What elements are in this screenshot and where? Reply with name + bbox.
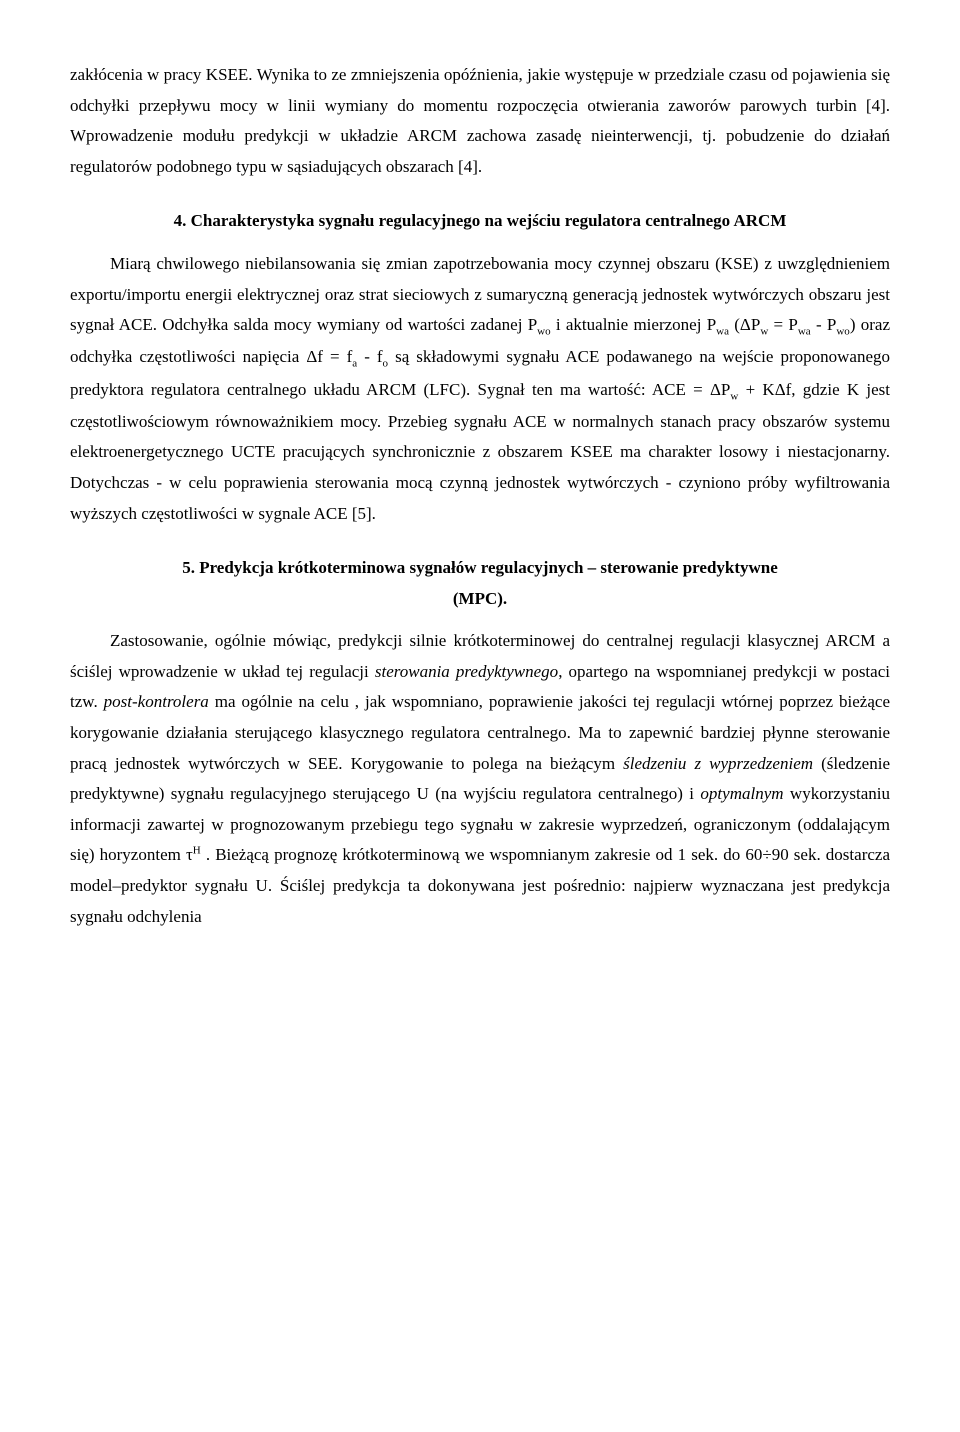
em-postkontrolera: post-kontrolera	[104, 692, 209, 711]
paragraph-section-5: Zastosowanie, ogólnie mówiąc, predykcji …	[70, 626, 890, 932]
text-4i: + KΔf, gdzie K jest częstotliwościowym r…	[70, 380, 890, 523]
em-optymalnym: optymalnym	[700, 784, 783, 803]
em-sledzeniu: śledzeniu z wyprzedzeniem	[623, 754, 813, 773]
heading-5-line2: (MPC).	[453, 589, 507, 608]
heading-section-4: 4. Charakterystyka sygnału regulacyjnego…	[70, 206, 890, 237]
text-4g: - f	[357, 347, 382, 366]
sub-wa-1: wa	[716, 326, 729, 338]
sub-wo-1: wo	[537, 326, 550, 338]
sup-h: H	[193, 845, 201, 857]
sub-wo-2: wo	[836, 326, 849, 338]
text-4a: Miarą chwilowego niebilansowania się zmi…	[70, 254, 890, 334]
text-4b: i aktualnie mierzonej P	[551, 315, 717, 334]
heading-4-text: 4. Charakterystyka sygnału regulacyjnego…	[174, 211, 787, 230]
text-4c: (ΔP	[729, 315, 760, 334]
text-4d: = P	[768, 315, 798, 334]
text-intro: zakłócenia w pracy KSEE. Wynika to ze zm…	[70, 65, 890, 176]
text-4e: - P	[811, 315, 837, 334]
text-5f: . Bieżącą prognozę krótkoterminową we ws…	[70, 845, 890, 925]
paragraph-intro: zakłócenia w pracy KSEE. Wynika to ze zm…	[70, 60, 890, 182]
paragraph-section-4: Miarą chwilowego niebilansowania się zmi…	[70, 249, 890, 529]
heading-5-line1: 5. Predykcja krótkoterminowa sygnałów re…	[182, 558, 778, 577]
sub-wa-2: wa	[798, 326, 811, 338]
em-sterowania: sterowania predyktywnego	[375, 662, 558, 681]
heading-section-5: 5. Predykcja krótkoterminowa sygnałów re…	[70, 553, 890, 614]
